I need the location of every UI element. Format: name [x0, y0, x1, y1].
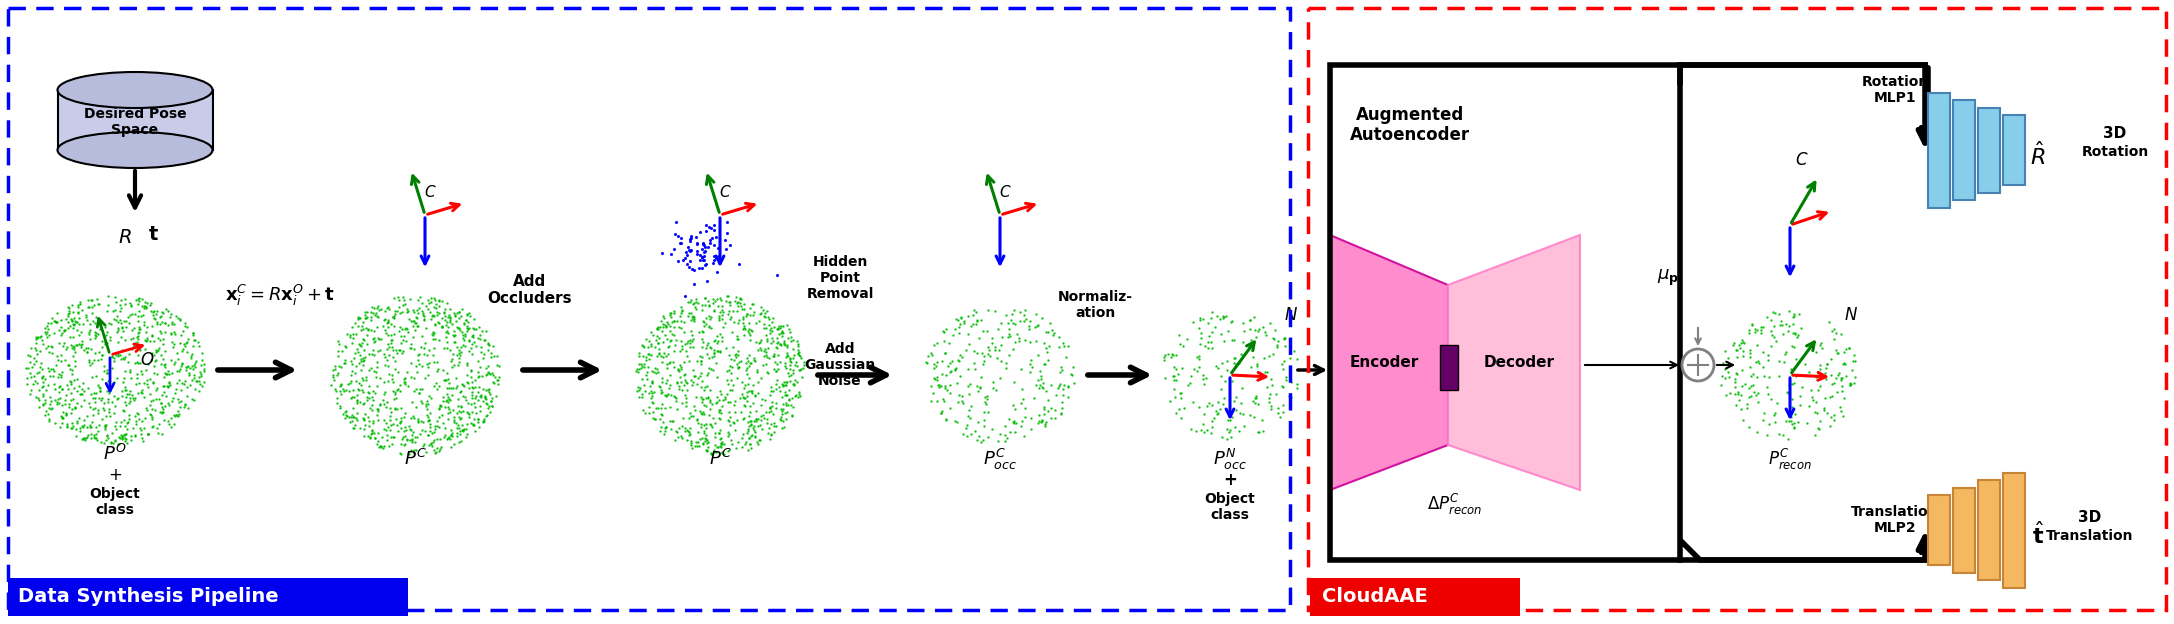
Text: 3D: 3D [2104, 126, 2126, 141]
Text: C: C [720, 185, 730, 200]
Text: Data Synthesis Pipeline: Data Synthesis Pipeline [17, 588, 278, 607]
Bar [9, 578, 409, 616]
Text: $R$: $R$ [117, 228, 133, 247]
Text: Rotation
MLP1: Rotation MLP1 [1861, 75, 1928, 105]
Ellipse shape [1683, 349, 1713, 381]
Bar [1952, 100, 1974, 200]
Bar [1978, 480, 2000, 580]
Text: $P^O$: $P^O$ [102, 444, 126, 464]
Bar [1330, 65, 1681, 560]
Bar [1439, 345, 1459, 390]
Text: Object: Object [89, 487, 141, 501]
Text: $\mathbf{t}$: $\mathbf{t}$ [148, 225, 159, 244]
Text: Add
Gaussian
Noise: Add Gaussian Noise [804, 342, 876, 388]
Text: Encoder: Encoder [1350, 355, 1420, 370]
Text: $\mathbf{x}_i^C = R\mathbf{x}_i^O + \mathbf{t}$: $\mathbf{x}_i^C = R\mathbf{x}_i^O + \mat… [224, 283, 335, 308]
Text: class: class [1211, 508, 1250, 522]
Text: $\Delta P^C_{recon}$: $\Delta P^C_{recon}$ [1428, 492, 1483, 517]
Text: O: O [139, 351, 152, 369]
Bar [57, 90, 213, 150]
Text: 3D: 3D [2078, 510, 2102, 525]
Text: Desired Pose
Space: Desired Pose Space [83, 107, 187, 137]
Text: Augmented
Autoencoder: Augmented Autoencoder [1350, 105, 1470, 144]
Text: $P^C_{recon}$: $P^C_{recon}$ [1767, 447, 1813, 472]
Ellipse shape [57, 132, 213, 168]
Bar [1928, 92, 1950, 208]
Text: Normaliz-
ation: Normaliz- ation [1057, 290, 1133, 320]
Text: Decoder: Decoder [1483, 355, 1554, 370]
Text: Object: Object [1204, 492, 1254, 506]
Text: Hidden
Point
Removal: Hidden Point Removal [807, 255, 874, 301]
Text: Add
Occluders: Add Occluders [487, 274, 572, 306]
Text: C: C [1796, 151, 1807, 169]
Bar [1928, 495, 1950, 565]
Text: Translation: Translation [2046, 529, 2133, 543]
Bar [1952, 487, 1974, 572]
Text: $\hat{\mathbf{t}}$: $\hat{\mathbf{t}}$ [2033, 522, 2044, 548]
Text: CloudAAE: CloudAAE [1322, 588, 1428, 607]
Text: $P^C$: $P^C$ [709, 449, 730, 469]
Text: Rotation: Rotation [2081, 145, 2148, 159]
Text: $\mu_\mathbf{p}$: $\mu_\mathbf{p}$ [1657, 268, 1678, 288]
Text: +: + [109, 466, 122, 484]
Text: $P^C$: $P^C$ [404, 449, 426, 469]
Text: $P^N_{occ}$: $P^N_{occ}$ [1213, 447, 1248, 472]
Text: C: C [424, 185, 435, 200]
Ellipse shape [57, 72, 213, 108]
Text: $\hat{R}$: $\hat{R}$ [2031, 141, 2046, 169]
Text: Translation
MLP2: Translation MLP2 [1852, 505, 1939, 535]
Bar [1311, 578, 1520, 616]
Text: N: N [1846, 306, 1857, 324]
Bar [2002, 472, 2024, 588]
Polygon shape [1330, 235, 1448, 490]
Text: N: N [1285, 306, 1298, 324]
Text: $P^C_{occ}$: $P^C_{occ}$ [983, 447, 1017, 472]
Bar [1978, 107, 2000, 192]
Bar [2002, 115, 2024, 185]
Text: C: C [1000, 185, 1011, 200]
Text: +: + [1224, 471, 1237, 489]
Text: class: class [96, 503, 135, 517]
Polygon shape [1448, 235, 1580, 490]
